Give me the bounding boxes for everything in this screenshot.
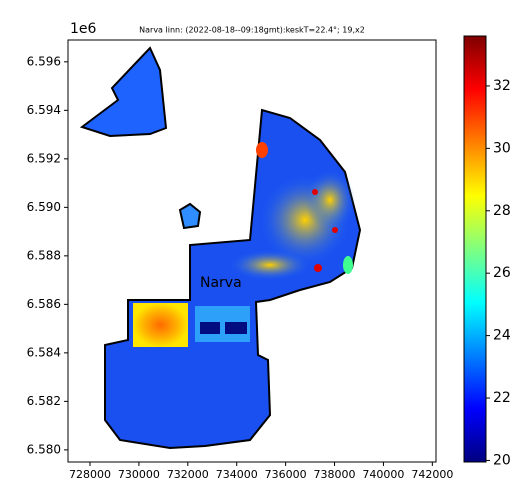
x-tick-label: 736000 <box>265 468 307 481</box>
x-tick-label: 740000 <box>362 468 404 481</box>
y-tick-label: 6.596 <box>27 54 61 68</box>
map-image <box>79 46 362 450</box>
dark-area <box>200 322 220 334</box>
hot-spot <box>332 227 338 233</box>
warm-area <box>305 170 355 230</box>
hot-spot <box>312 189 318 195</box>
colorbar-tick-label: 24 <box>493 328 511 344</box>
dark-area <box>225 322 247 334</box>
x-tick-label: 728000 <box>69 468 111 481</box>
colorbar <box>463 35 487 463</box>
chart-title: Narva linn: (2022-08-18--09:18gmt):keskT… <box>139 26 365 35</box>
y-tick-label: 6.590 <box>27 200 61 214</box>
offset-label: 1e6 <box>70 21 97 37</box>
warm-area <box>256 142 268 158</box>
colorbar-tick-label: 28 <box>493 203 511 219</box>
hot-spot <box>314 264 322 272</box>
y-tick-label: 6.588 <box>27 248 61 262</box>
plot-frame <box>67 39 437 463</box>
colorbar-tick-label: 30 <box>493 140 511 156</box>
colorbar-tick-label: 22 <box>493 390 511 406</box>
annotation: Narva <box>200 275 242 291</box>
water-patch <box>343 256 353 274</box>
y-tick-label: 6.586 <box>27 297 61 311</box>
colorbar-tick-label: 20 <box>493 452 511 468</box>
colorbar-tick-label: 26 <box>493 265 511 281</box>
hot-area <box>133 303 188 347</box>
y-tick-label: 6.592 <box>27 151 61 165</box>
x-tick-label: 730000 <box>118 468 160 481</box>
y-tick-label: 6.584 <box>27 345 61 359</box>
warm-area <box>230 250 310 280</box>
island-polygon <box>79 46 168 138</box>
y-tick-label: 6.580 <box>27 442 61 456</box>
x-tick-label: 742000 <box>411 468 453 481</box>
x-tick-label: 738000 <box>314 468 356 481</box>
x-tick-label: 734000 <box>216 468 258 481</box>
blob-polygon <box>178 202 202 230</box>
y-tick-label: 6.582 <box>27 394 61 408</box>
colorbar-tick-label: 32 <box>493 78 511 94</box>
x-tick-label: 732000 <box>167 468 209 481</box>
y-tick-label: 6.594 <box>27 103 61 117</box>
